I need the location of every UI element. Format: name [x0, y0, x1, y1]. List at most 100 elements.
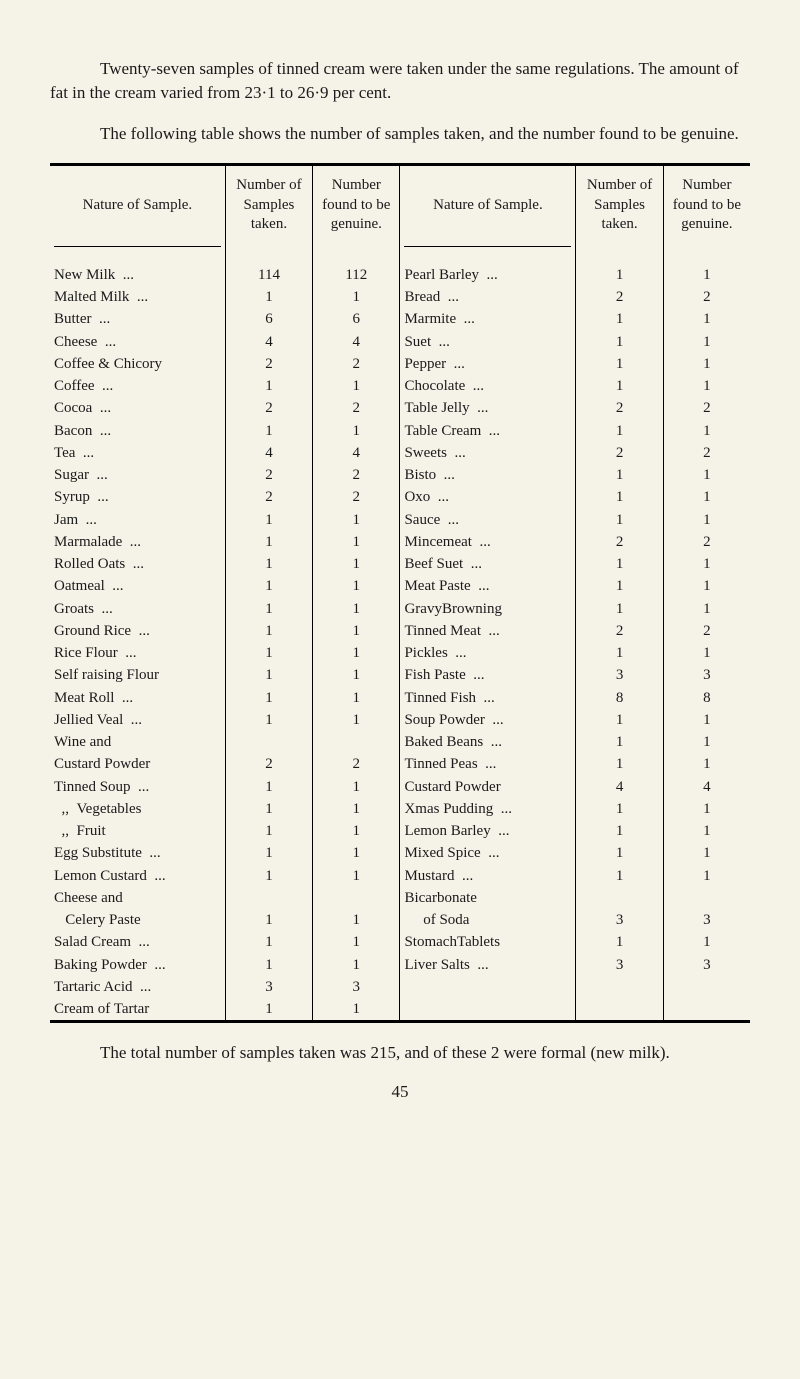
cell-nature: Sugar ... [50, 464, 225, 486]
cell-nature [400, 998, 576, 1020]
cell-found: 1 [663, 509, 750, 531]
cell-found: 3 [313, 976, 400, 998]
cell-found: 3 [663, 909, 750, 931]
cell-samples [576, 976, 663, 998]
cell-found: 1 [663, 486, 750, 508]
cell-found: 3 [663, 664, 750, 686]
cell-nature: Table Jelly ... [400, 397, 576, 419]
cell-found: 1 [663, 842, 750, 864]
intro-paragraph-1: Twenty-seven samples of tinned cream wer… [50, 57, 750, 105]
cell-found: 1 [663, 375, 750, 397]
table-row: Custard Powder22Tinned Peas ...11 [50, 753, 750, 775]
cell-nature: of Soda [400, 909, 576, 931]
table-row: Coffee ...11Chocolate ...11 [50, 375, 750, 397]
table-row: Syrup ...22Oxo ...11 [50, 486, 750, 508]
header-samples-right: Number of Samples taken. [576, 166, 663, 245]
cell-found: 1 [313, 531, 400, 553]
cell-samples: 3 [576, 664, 663, 686]
cell-nature: Ground Rice ... [50, 620, 225, 642]
cell-samples: 1 [576, 509, 663, 531]
cell-found: 1 [313, 575, 400, 597]
cell-samples: 1 [576, 753, 663, 775]
table-row: Butter ...66Marmite ...11 [50, 308, 750, 330]
cell-nature: Cheese and [50, 887, 225, 909]
cell-nature: Groats ... [50, 598, 225, 620]
cell-samples: 1 [576, 731, 663, 753]
cell-found: 1 [663, 642, 750, 664]
cell-found: 1 [663, 598, 750, 620]
cell-found: 112 [313, 264, 400, 286]
cell-found: 1 [313, 842, 400, 864]
table-row: Rice Flour ...11Pickles ...11 [50, 642, 750, 664]
cell-found: 1 [663, 731, 750, 753]
cell-nature: Pearl Barley ... [400, 264, 576, 286]
table-row: Sugar ...22Bisto ...11 [50, 464, 750, 486]
cell-found: 1 [313, 954, 400, 976]
cell-found: 2 [663, 531, 750, 553]
cell-nature: New Milk ... [50, 264, 225, 286]
cell-samples: 1 [576, 842, 663, 864]
cell-samples: 6 [225, 308, 312, 330]
cell-found: 1 [313, 909, 400, 931]
table-row: Jellied Veal ...11Soup Powder ...11 [50, 709, 750, 731]
table-row: New Milk ...114112Pearl Barley ...11 [50, 264, 750, 286]
cell-nature: Coffee & Chicory [50, 353, 225, 375]
cell-found [663, 998, 750, 1020]
cell-nature: Egg Substitute ... [50, 842, 225, 864]
cell-nature: Bisto ... [400, 464, 576, 486]
table-row: Wine andBaked Beans ...11 [50, 731, 750, 753]
cell-samples [576, 998, 663, 1020]
cell-found: 1 [313, 553, 400, 575]
cell-found: 1 [663, 753, 750, 775]
cell-samples: 1 [225, 286, 312, 308]
table-row: Egg Substitute ...11Mixed Spice ...11 [50, 842, 750, 864]
cell-nature: Malted Milk ... [50, 286, 225, 308]
cell-found: 1 [663, 820, 750, 842]
spacer-row [50, 248, 750, 264]
cell-samples: 1 [225, 598, 312, 620]
table-row: Oatmeal ...11Meat Paste ...11 [50, 575, 750, 597]
header-nature-left: Nature of Sample. [50, 166, 225, 245]
cell-nature: Jellied Veal ... [50, 709, 225, 731]
cell-found: 1 [663, 575, 750, 597]
cell-nature: Bacon ... [50, 420, 225, 442]
table-row: ,, Vegetables11Xmas Pudding ...11 [50, 798, 750, 820]
cell-samples: 1 [225, 909, 312, 931]
cell-samples: 1 [576, 331, 663, 353]
cell-samples: 1 [576, 642, 663, 664]
cell-found: 1 [313, 286, 400, 308]
cell-nature: Meat Paste ... [400, 575, 576, 597]
cell-nature: Wine and [50, 731, 225, 753]
cell-nature: Xmas Pudding ... [400, 798, 576, 820]
cell-found: 1 [663, 264, 750, 286]
cell-samples: 1 [576, 865, 663, 887]
table-row: Meat Roll ...11Tinned Fish ...88 [50, 687, 750, 709]
cell-samples: 1 [576, 575, 663, 597]
cell-nature: Fish Paste ... [400, 664, 576, 686]
cell-found: 2 [313, 397, 400, 419]
cell-samples: 1 [225, 820, 312, 842]
cell-nature: Chocolate ... [400, 375, 576, 397]
cell-samples: 1 [225, 776, 312, 798]
table-row: ,, Fruit11Lemon Barley ...11 [50, 820, 750, 842]
cell-samples: 1 [576, 709, 663, 731]
cell-samples: 1 [225, 842, 312, 864]
bottom-paragraph: The total number of samples taken was 21… [50, 1041, 750, 1065]
header-found-left: Number found to be genuine. [313, 166, 400, 245]
cell-found [313, 731, 400, 753]
table-row: Cheese andBicarbonate [50, 887, 750, 909]
cell-nature: Pickles ... [400, 642, 576, 664]
cell-nature: Mixed Spice ... [400, 842, 576, 864]
table-row: Groats ...11GravyBrowning11 [50, 598, 750, 620]
cell-samples: 1 [225, 998, 312, 1020]
cell-found: 1 [313, 598, 400, 620]
cell-samples: 3 [576, 954, 663, 976]
table-row: Tartaric Acid ...33 [50, 976, 750, 998]
cell-found: 2 [663, 286, 750, 308]
cell-found: 1 [313, 709, 400, 731]
table-row: Cream of Tartar11 [50, 998, 750, 1020]
cell-nature: Tinned Meat ... [400, 620, 576, 642]
cell-samples: 1 [576, 464, 663, 486]
cell-found: 1 [313, 776, 400, 798]
cell-samples: 1 [576, 798, 663, 820]
